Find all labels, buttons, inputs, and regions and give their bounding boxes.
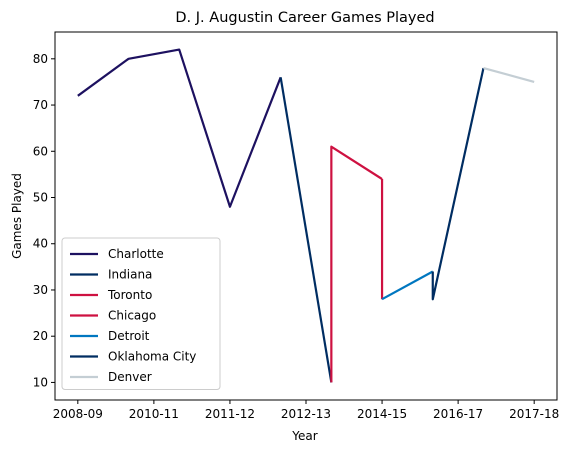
y-tick-label: 20 <box>33 329 48 343</box>
series-line-oklahoma-city <box>431 67 485 301</box>
x-axis: 2008-09 2010-11 2011-12 2012-13 2014-15 2016-… <box>53 400 559 421</box>
chart-title: D. J. Augustin Career Games Played <box>175 10 434 26</box>
series-line-denver <box>483 66 535 83</box>
y-tick-label: 70 <box>33 98 48 112</box>
legend-entry: Toronto <box>107 288 152 302</box>
x-tick-label: 2014-15 <box>357 407 407 421</box>
y-axis: 10 20 30 40 50 60 70 80 <box>33 52 55 389</box>
series-line-charlotte <box>77 48 282 208</box>
x-tick-label: 2011-12 <box>205 407 255 421</box>
series-line-toronto <box>330 145 383 383</box>
series-lines <box>77 48 535 383</box>
y-tick-label: 40 <box>33 237 48 251</box>
legend-entry: Detroit <box>108 329 150 343</box>
y-tick-label: 10 <box>33 375 48 389</box>
x-tick-label: 2008-09 <box>53 407 103 421</box>
y-tick-label: 50 <box>33 191 48 205</box>
x-tick-label: 2012-13 <box>281 407 331 421</box>
x-tick-label: 2017-18 <box>509 407 559 421</box>
y-tick-label: 80 <box>33 52 48 66</box>
legend-entry: Oklahoma City <box>108 350 196 364</box>
y-axis-label: Games Played <box>10 173 24 259</box>
legend-entry: Indiana <box>108 268 152 282</box>
x-tick-label: 2016-17 <box>433 407 483 421</box>
y-tick-label: 30 <box>33 283 48 297</box>
legend-entry: Chicago <box>108 309 156 323</box>
legend-entry: Denver <box>108 370 152 384</box>
legend-box <box>61 237 221 390</box>
legend: Charlotte Indiana Toronto Chicago Detroit Okl… <box>61 237 221 390</box>
legend-entry: Charlotte <box>108 247 164 261</box>
series-line-detroit <box>381 270 434 301</box>
y-tick-label: 60 <box>33 144 48 158</box>
series-line-indiana <box>279 77 333 383</box>
x-tick-label: 2010-11 <box>129 407 179 421</box>
x-axis-label: Year <box>291 429 317 443</box>
